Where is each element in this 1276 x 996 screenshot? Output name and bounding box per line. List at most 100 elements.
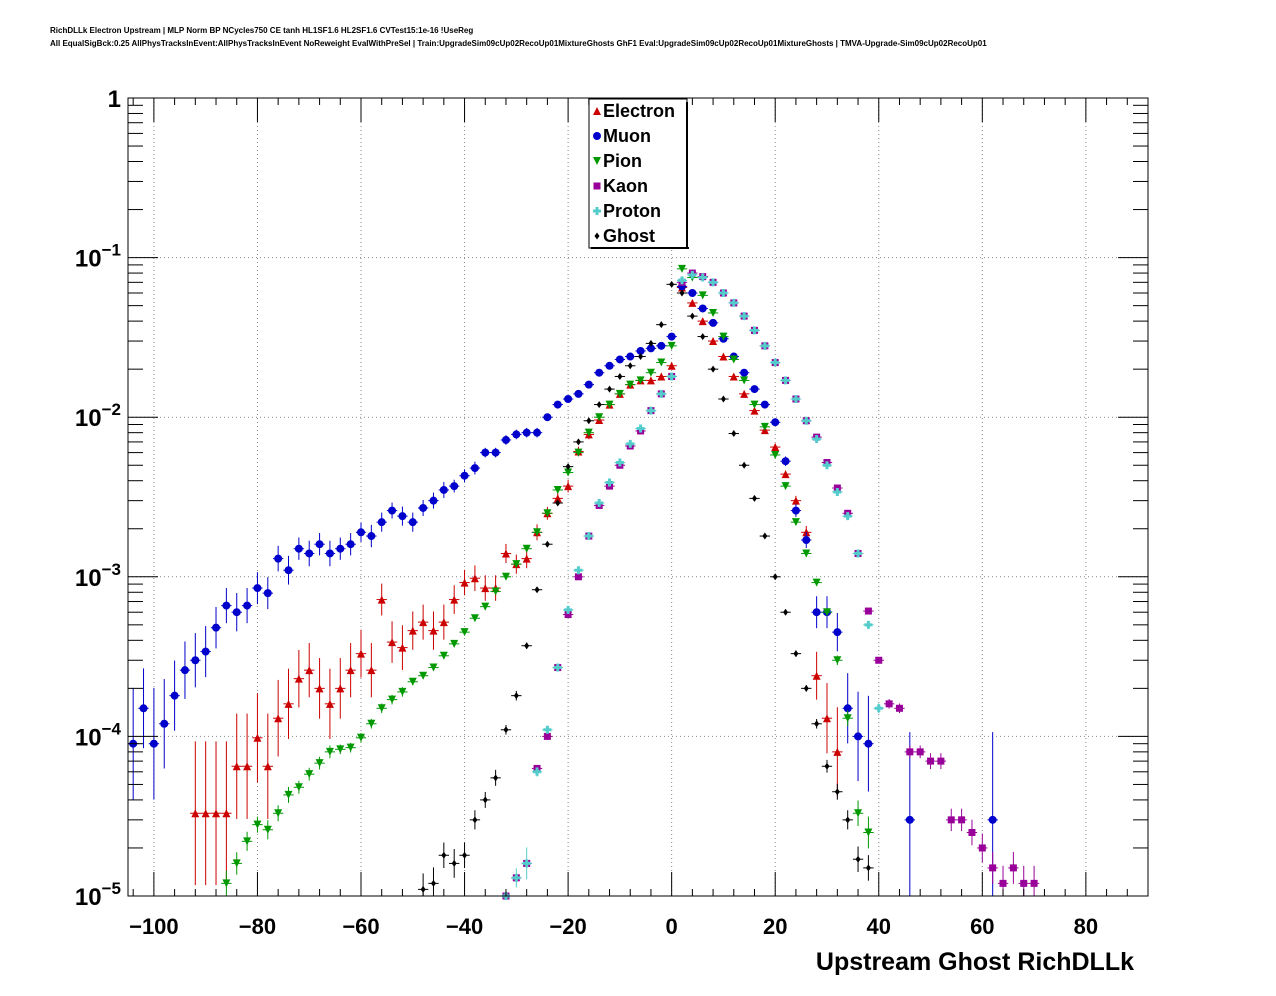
data-point	[698, 291, 707, 300]
data-point	[834, 788, 840, 796]
data-point	[564, 611, 572, 619]
data-point	[657, 341, 666, 350]
data-point	[564, 395, 573, 404]
data-point	[429, 626, 438, 635]
data-point	[149, 739, 158, 748]
data-point	[905, 815, 914, 824]
data-point	[646, 344, 655, 353]
legend-entry-electron: Electron	[593, 101, 675, 121]
legend-entry-muon: Muon	[593, 126, 651, 146]
data-point	[740, 376, 749, 385]
data-point	[170, 691, 179, 700]
data-point	[947, 816, 955, 824]
data-point	[212, 623, 221, 632]
data-point	[822, 608, 831, 617]
legend-entry-pion: Pion	[593, 151, 642, 171]
data-point	[709, 278, 718, 287]
data-point	[367, 719, 376, 728]
data-point	[751, 494, 757, 502]
data-point	[543, 725, 552, 734]
data-point	[833, 747, 842, 756]
data-point	[377, 704, 386, 713]
data-point	[253, 584, 262, 593]
data-point	[595, 499, 604, 508]
data-point	[493, 774, 499, 782]
series-ghost	[417, 280, 874, 896]
data-point	[325, 699, 334, 708]
data-point	[543, 732, 551, 740]
data-point	[398, 512, 407, 521]
y-tick-label: 10−2	[75, 400, 121, 432]
legend-label: Kaon	[603, 176, 648, 196]
data-point	[294, 544, 303, 553]
data-point	[388, 506, 397, 515]
data-point	[305, 666, 314, 675]
data-point	[864, 620, 873, 629]
data-point	[781, 470, 790, 479]
data-point	[460, 628, 469, 637]
data-point	[709, 318, 718, 327]
data-point	[534, 586, 540, 594]
data-point	[781, 376, 790, 385]
data-point	[315, 540, 324, 549]
data-point	[553, 400, 562, 409]
plot-header-line-1: RichDLLk Electron Upstream | MLP Norm BP…	[50, 26, 474, 35]
data-point	[791, 518, 800, 527]
data-point	[315, 684, 324, 693]
legend-marker	[593, 182, 601, 190]
data-point	[586, 417, 592, 425]
data-point	[501, 549, 510, 558]
data-point	[377, 518, 386, 527]
data-point	[584, 380, 593, 389]
data-point	[658, 321, 664, 329]
data-point	[615, 355, 624, 364]
x-tick-label: 40	[867, 914, 891, 939]
data-point	[607, 385, 613, 393]
data-point	[999, 879, 1007, 887]
data-point	[803, 684, 809, 692]
data-point	[294, 674, 303, 683]
data-point	[555, 499, 561, 507]
data-point	[657, 389, 666, 398]
data-point	[574, 389, 583, 398]
data-point	[720, 395, 726, 403]
data-point	[575, 438, 581, 446]
data-point	[771, 358, 780, 367]
data-point	[605, 400, 614, 409]
data-point	[584, 532, 593, 541]
data-point	[388, 638, 397, 647]
data-point	[771, 450, 780, 459]
data-point	[760, 422, 769, 431]
data-point	[522, 428, 531, 437]
x-axis-tick-labels: −100 −80 −60 −40 −20 0 20 40 60 80	[129, 914, 1098, 939]
data-point	[802, 416, 811, 425]
data-point	[626, 439, 635, 448]
data-point	[367, 666, 376, 675]
data-point	[419, 618, 428, 627]
data-point	[927, 757, 935, 765]
data-point	[648, 339, 654, 347]
data-point	[253, 733, 262, 742]
data-point	[191, 656, 200, 665]
data-point	[232, 608, 241, 617]
data-point	[719, 352, 728, 361]
data-point	[709, 308, 718, 317]
data-point	[667, 332, 676, 341]
data-point	[667, 341, 676, 350]
data-point	[543, 413, 552, 422]
data-point	[180, 666, 189, 675]
data-point	[646, 368, 655, 377]
data-point	[750, 385, 759, 394]
data-point	[481, 584, 490, 593]
data-point	[822, 714, 831, 723]
data-point	[719, 289, 728, 298]
data-point	[460, 471, 469, 480]
data-point	[439, 485, 448, 494]
legend-marker	[593, 107, 601, 115]
data-point	[284, 790, 293, 799]
data-point	[626, 352, 635, 361]
y-tick-label: 10−1	[75, 241, 121, 273]
data-point	[243, 762, 252, 771]
data-point	[812, 435, 821, 444]
